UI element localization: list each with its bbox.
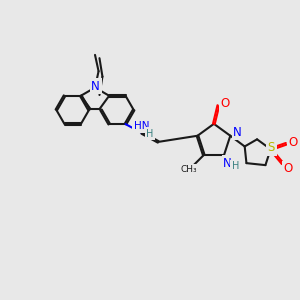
Text: N: N <box>233 126 242 139</box>
Text: O: O <box>220 98 230 110</box>
Text: H: H <box>146 129 154 139</box>
Text: N: N <box>223 157 232 170</box>
Text: S: S <box>268 141 275 154</box>
Text: N: N <box>91 80 100 93</box>
Text: H: H <box>232 161 239 171</box>
Text: HN: HN <box>134 121 149 131</box>
Text: O: O <box>283 162 292 175</box>
Text: O: O <box>289 136 298 149</box>
Text: CH₃: CH₃ <box>181 165 197 174</box>
